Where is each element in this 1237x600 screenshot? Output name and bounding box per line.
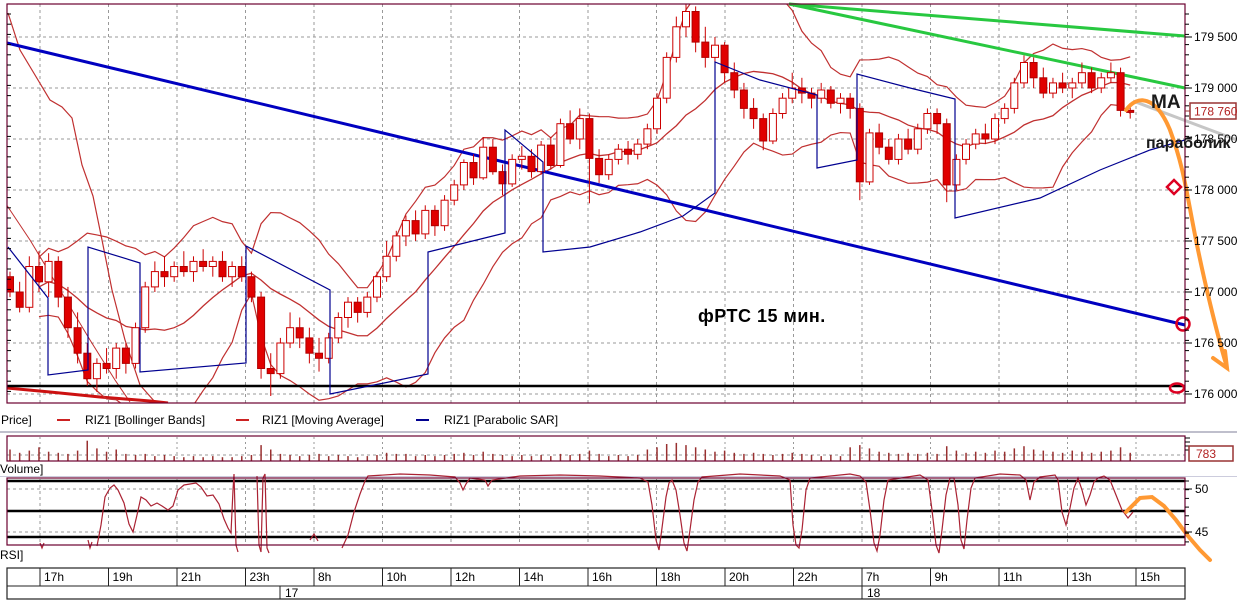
orange-arrowhead [1211,349,1230,373]
time-axis-hour-label: 18h [661,570,681,584]
time-axis-hour-label: 22h [798,570,818,584]
time-axis-hour-label: 12h [455,570,475,584]
time-axis-hour-label: 14h [524,570,544,584]
legend-parabolic-sar-label: RIZ1 [Parabolic SAR] [444,413,558,427]
volume-pane [6,435,1190,462]
legend: Price] RIZ1 [Bollinger Bands] RIZ1 [Movi… [1,413,558,427]
legend-bollinger-label: RIZ1 [Bollinger Bands] [85,413,205,427]
rsi-line [309,532,319,542]
legend-moving-average-label: RIZ1 [Moving Average] [262,413,384,427]
rsi-line [341,473,1134,554]
symbol-label: фРТС 15 мин. [698,306,826,326]
green-trendline-1[interactable] [788,2,1186,38]
rsi-axis-label: 45 [1195,525,1209,539]
price-axis-label: 176 000 [1194,387,1237,401]
volume-pane-label: Volume] [0,462,43,476]
price-axis: 179 500 179 000 178 500 178 000 177 500 177 0… [7,13,1237,401]
bollinger-history-lines [7,12,169,403]
time-axis-date-label: 17 [285,586,299,600]
price-axis-label: 178 000 [1194,183,1237,197]
time-axis-hour-label: 16h [592,570,612,584]
bollinger-bands [38,4,1131,403]
time-axis-hour-label: 10h [387,570,407,584]
ma-label: MA [1151,92,1181,113]
time-axis-hour-label: 15h [1140,570,1160,584]
time-axis-hour-label: 17h [44,570,64,584]
time-axis-hour-label: 11h [1003,570,1022,584]
current-volume-value: 783 [1196,447,1216,461]
price-pane-annotations: фРТС 15 мин. MA параболик [698,92,1231,326]
time-axis-date-label: 18 [867,586,881,600]
price-axis-label: 176 500 [1194,336,1237,350]
current-price-value: 178 760 [1194,105,1237,119]
rsi-line [87,539,93,551]
price-axis-label: 179 500 [1194,30,1237,44]
red-circle-marker [1175,316,1191,332]
price-axis-label: 177 000 [1194,285,1237,299]
price-pane-frame [6,3,1186,404]
time-axis-hour-label: 20h [729,570,749,584]
rsi-line [96,473,239,553]
time-axis-hour-label: 9h [935,570,948,584]
rsi-pane-label: RSI] [0,548,23,562]
time-axis-hour-label: 19h [113,570,133,584]
price-axis-label: 178 500 [1194,132,1237,146]
red-diamond-marker [1165,178,1183,196]
time-axis-hour-label: 7h [866,570,879,584]
blue-trendline[interactable] [6,41,1186,327]
legend-price-label: Price] [1,413,32,427]
green-trendline-2[interactable] [788,2,1186,90]
candles-layer [7,4,1135,396]
current-price-box: 178 760 [1189,102,1237,120]
parabolic-sar-line [7,61,1185,395]
price-grid [7,4,1185,403]
moving-average-line [38,70,1131,337]
time-axis: 17h 19h 21h 23h 8h 10h 12h 14h 16h 18h 20h 22h 7h 9h 1… [6,567,1186,600]
orange-forecast-arrow[interactable] [1124,98,1228,366]
red-ellipse-marker [1168,382,1186,394]
time-axis-hour-label: 13h [1072,570,1092,584]
current-volume-box: 783 [1188,445,1234,462]
price-axis-label: 179 000 [1194,81,1237,95]
time-axis-hour-label: 8h [318,570,331,584]
time-axis-hour-label: 21h [181,570,201,584]
parabolic-label: параболик [1146,135,1231,152]
rsi-line [256,473,270,554]
rsi-orange-forecast[interactable] [1124,494,1212,562]
price-axis-label: 177 500 [1194,234,1237,248]
rsi-axis-label: 50 [1195,482,1209,496]
rsi-pane: 50 45 [6,473,1212,562]
time-axis-hour-label: 23h [250,570,270,584]
